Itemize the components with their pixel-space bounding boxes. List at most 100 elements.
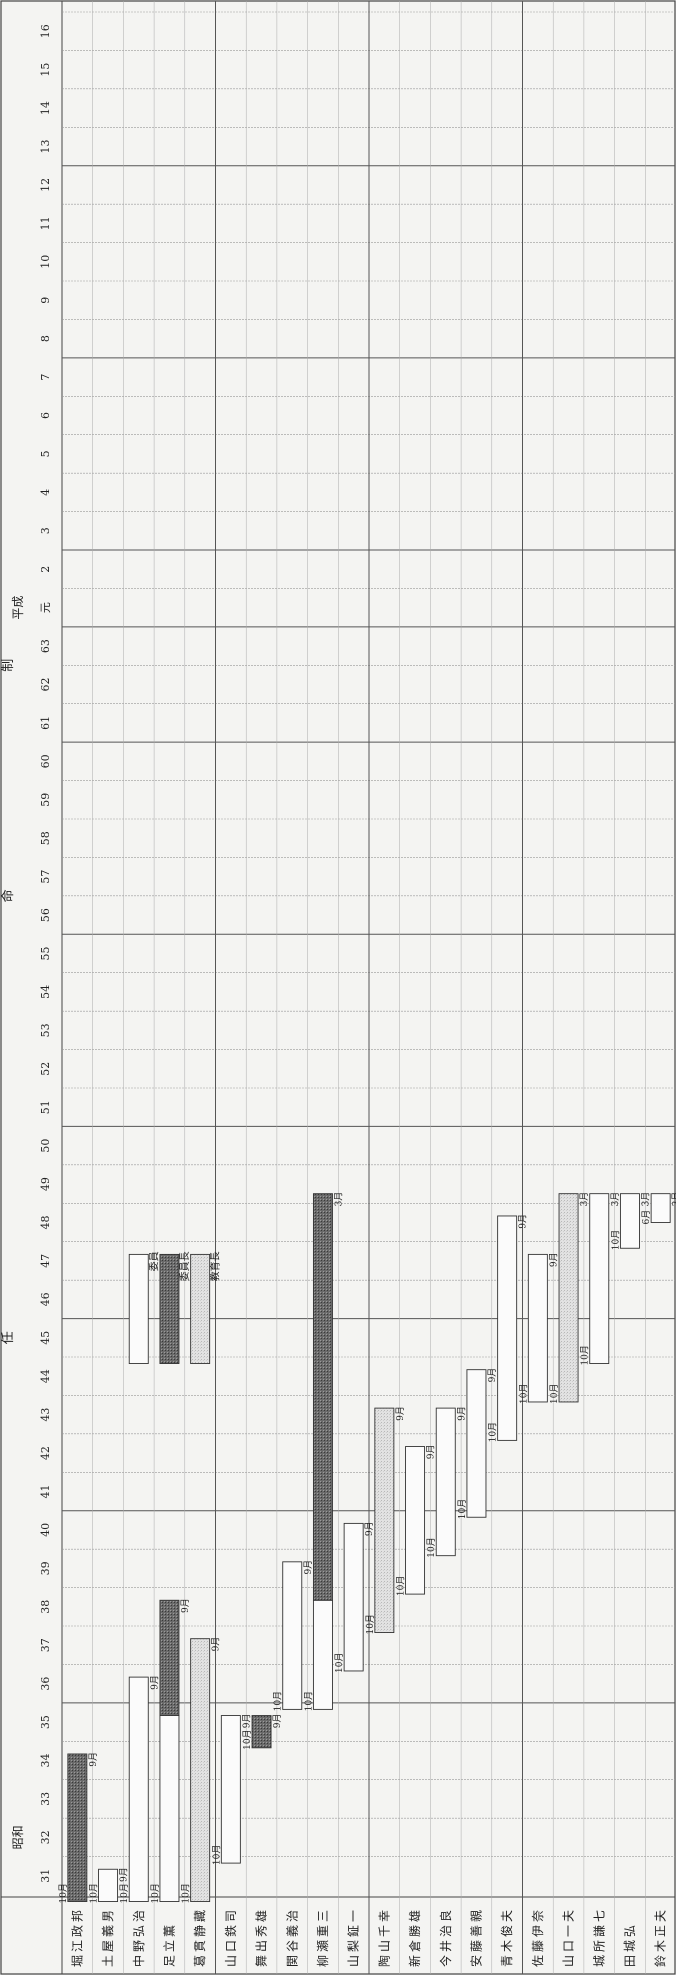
year-tick-label: 39 [39, 1561, 52, 1575]
tenure-bar-member [405, 1446, 426, 1595]
year-tick-label: 34 [39, 1754, 52, 1768]
bar-end-label: 3月 [333, 1192, 344, 1207]
bar-end-label: 9月 [487, 1368, 498, 1383]
person-name: 柳瀬重三 [316, 1907, 330, 1967]
person-name: 山口一夫 [562, 1907, 576, 1967]
person-name: 堀江政邦 [69, 1907, 84, 1967]
bar-start-label: 6月 [641, 1210, 652, 1225]
bar-start-label: 10月 [181, 1883, 192, 1903]
bar-start-label: 10月 [580, 1345, 591, 1365]
person-name: 土屋義男 [100, 1907, 115, 1967]
year-tick-label: 16 [39, 24, 52, 38]
year-tick-label: 33 [39, 1792, 52, 1806]
year-tick-label: 57 [39, 870, 52, 884]
year-tick-label: 7 [39, 374, 52, 381]
tenure-bar-member [527, 1253, 548, 1403]
year-tick-label: 2 [39, 566, 52, 573]
tenure-bar-member [466, 1369, 487, 1518]
year-tick-label: 61 [39, 716, 52, 730]
year-tick-label: 52 [39, 1062, 52, 1076]
person-name: 山口鉄司 [223, 1907, 238, 1967]
bar-end-label: 9月 [395, 1406, 406, 1421]
year-tick-label: 37 [39, 1638, 52, 1652]
tenure-bar-member [343, 1522, 364, 1672]
legend-label-chair: 委員長 [178, 1251, 191, 1281]
year-tick-label: 31 [39, 1869, 52, 1883]
tenure-bar-member [159, 1715, 180, 1902]
person-name: 葛貫静藏 [193, 1907, 207, 1967]
person-name: 田城弘 [623, 1922, 637, 1967]
tenure-bar-member [282, 1561, 303, 1710]
bar-start-label: 10月 [334, 1653, 345, 1673]
bar-start-label: 10月 [89, 1883, 100, 1903]
tenure-bar-member [497, 1215, 518, 1441]
bar-end-label: 3月 [671, 1192, 676, 1207]
year-tick-label: 63 [39, 639, 52, 653]
bar-end-label: 9月 [426, 1445, 437, 1460]
year-tick-label: 11 [39, 216, 52, 230]
tenure-bar-member [220, 1715, 241, 1864]
year-tick-label: 55 [39, 947, 52, 961]
year-tick-label: 14 [39, 101, 52, 115]
legend-label-superintendent: 教育長 [209, 1251, 222, 1281]
year-tick-label: 53 [39, 1023, 52, 1037]
bar-start-label: 10月 [610, 1230, 621, 1250]
year-tick-label: 8 [39, 335, 52, 342]
year-tick-label: 44 [39, 1369, 52, 1383]
year-tick-label: 15 [39, 63, 52, 77]
year-tick-label: 35 [39, 1715, 52, 1729]
bar-end-label: 3月 [640, 1192, 651, 1207]
tenure-bar-superintendent [558, 1193, 579, 1403]
bar-end-label: 9月 [88, 1752, 99, 1767]
bar-end-label: 3月 [579, 1192, 590, 1207]
legend-label-member: 委員 [147, 1251, 160, 1271]
person-name: 青木俊夫 [499, 1907, 514, 1967]
person-name: 安藤善親 [468, 1907, 483, 1967]
bar-end-label: 9月 [303, 1560, 314, 1575]
bar-start-label: 10月 [488, 1422, 499, 1442]
person-name: 鈴木正夫 [653, 1907, 668, 1967]
legend-swatch-member [128, 1253, 149, 1364]
year-tick-label: 41 [39, 1485, 52, 1499]
bar-start-label: 10月 [549, 1384, 560, 1404]
section-char: 任 [1, 1331, 16, 1344]
tenure-bar-chair [67, 1753, 88, 1902]
year-tick-label: 46 [39, 1292, 52, 1306]
bar-end-label: 9月 [180, 1598, 191, 1613]
year-tick-label: 9 [39, 297, 52, 304]
bar-start-label: 10月 [273, 1691, 284, 1711]
year-tick-label: 40 [39, 1523, 52, 1537]
bar-start-label: 10月 [426, 1537, 437, 1557]
year-tick-label: 元 [39, 602, 52, 613]
tenure-bar-member [650, 1193, 671, 1223]
bar-end-label: 9月 [364, 1521, 375, 1536]
year-tick-label: 4 [39, 489, 52, 496]
bar-end-label: 9月 [119, 1867, 130, 1882]
bar-end-label: 9月 [518, 1214, 529, 1229]
legend-swatch-chair [159, 1253, 180, 1364]
tenure-bar-chair [312, 1193, 333, 1601]
year-tick-label: 36 [39, 1677, 52, 1691]
year-tick-label: 47 [39, 1254, 52, 1268]
bar-start-label: 10月 [365, 1614, 376, 1634]
year-tick-label: 62 [39, 678, 52, 692]
year-tick-label: 51 [39, 1100, 52, 1114]
tenure-bar-member [589, 1193, 610, 1364]
bar-end-label: 9月 [548, 1252, 559, 1267]
person-name: 佐藤伊奈 [531, 1907, 545, 1967]
era-label-showa: 昭和 [11, 1825, 25, 1849]
person-name: 山梨鉦一 [347, 1907, 361, 1967]
year-tick-label: 32 [39, 1830, 52, 1844]
bar-start-label: 10月 [303, 1691, 314, 1711]
year-tick-label: 56 [39, 908, 52, 922]
year-tick-label: 6 [39, 412, 52, 419]
bar-start-label: 10月 [396, 1576, 407, 1596]
person-name: 城所謙七 [592, 1907, 606, 1967]
bar-end-label: 9月 [211, 1637, 222, 1652]
year-tick-label: 42 [39, 1446, 52, 1460]
tenure-bar-member [128, 1676, 149, 1902]
bar-start-label: 10月 [457, 1499, 468, 1519]
section-char: 制 [1, 659, 16, 672]
year-tick-label: 48 [39, 1216, 52, 1230]
year-tick-label: 13 [39, 140, 52, 154]
